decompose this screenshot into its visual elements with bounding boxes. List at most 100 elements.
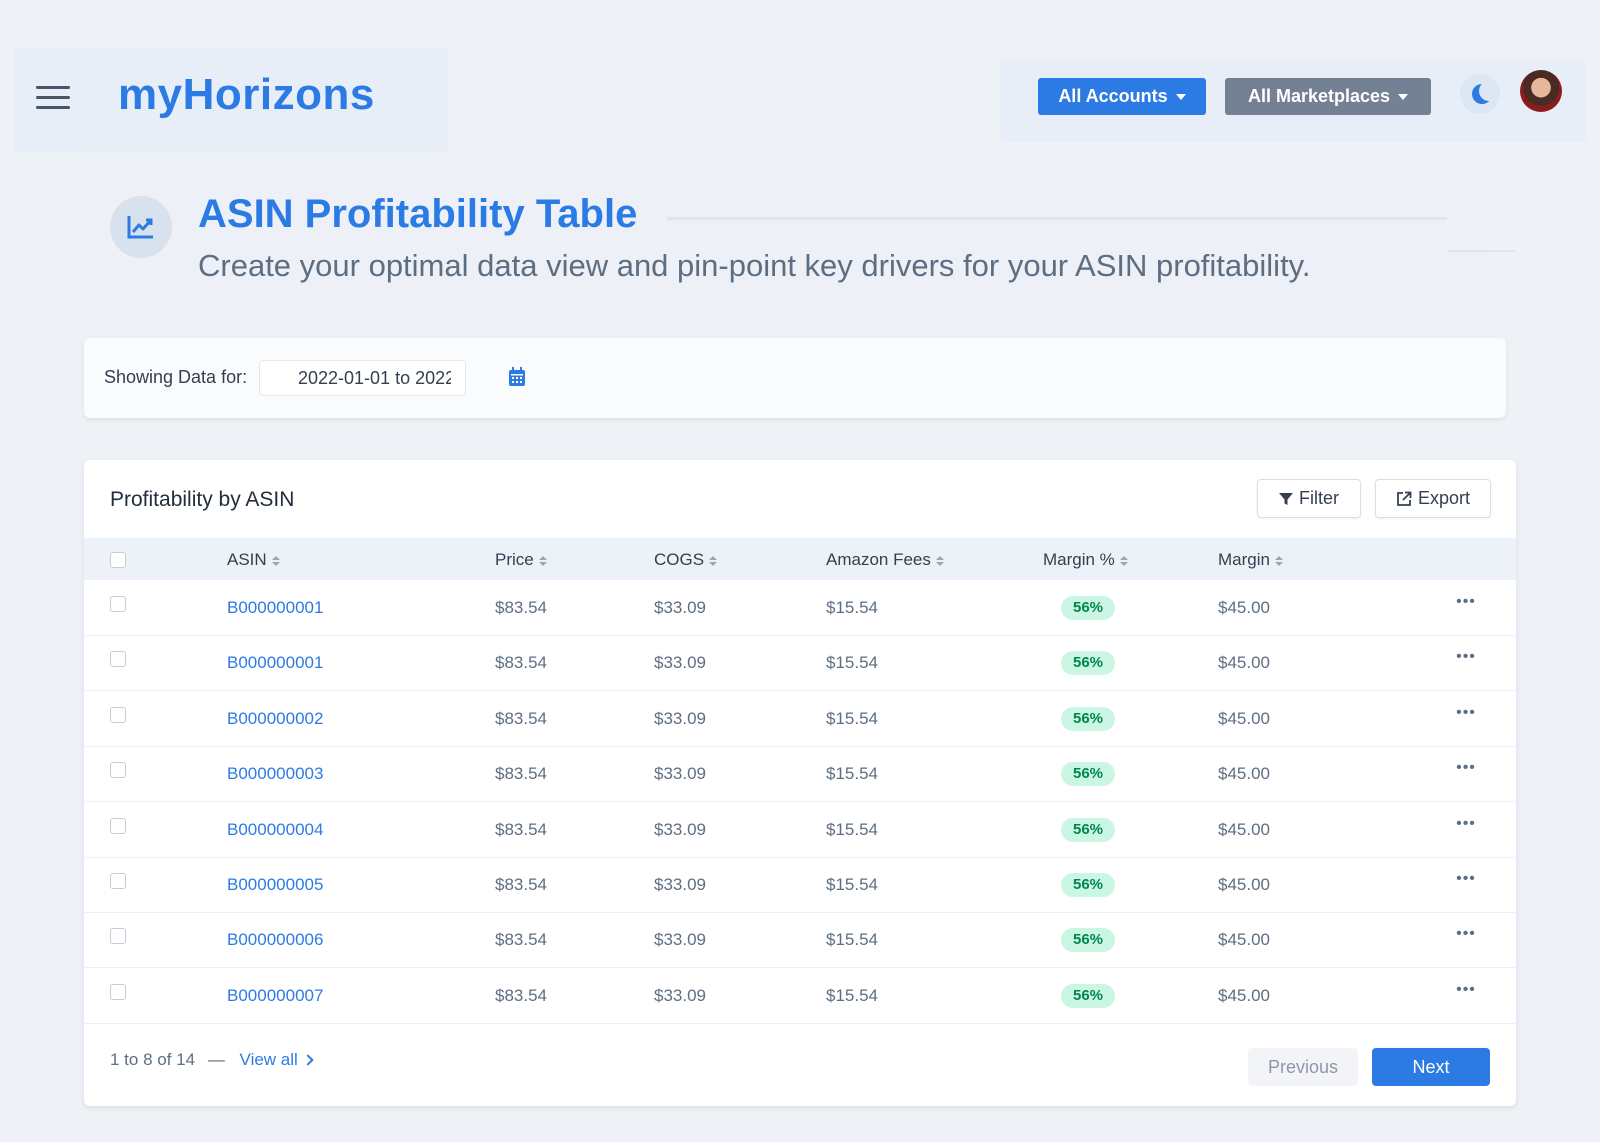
column-header-margin-pct[interactable]: Margin % bbox=[1043, 550, 1128, 570]
avatar[interactable] bbox=[1520, 70, 1562, 112]
sort-icon bbox=[271, 555, 280, 566]
cogs-cell: $33.09 bbox=[654, 930, 706, 950]
column-header-cogs[interactable]: COGS bbox=[654, 550, 718, 570]
view-all-link[interactable]: View all bbox=[239, 1050, 314, 1069]
column-header-amazon-fees[interactable]: Amazon Fees bbox=[826, 550, 944, 570]
table-row: B000000001 $83.54 $33.09 $15.54 $45.00 56% ••• bbox=[84, 580, 1516, 636]
more-options-icon[interactable]: ••• bbox=[1456, 759, 1476, 777]
table-row: B000000005 $83.54 $33.09 $15.54 $45.00 56% ••• bbox=[84, 857, 1516, 913]
table-row: B000000006 $83.54 $33.09 $15.54 $45.00 56% ••• bbox=[84, 912, 1516, 969]
cogs-cell: $33.09 bbox=[654, 653, 706, 673]
column-header-label: ASIN bbox=[227, 550, 267, 569]
calendar-icon[interactable] bbox=[508, 367, 526, 387]
previous-button[interactable]: Previous bbox=[1248, 1048, 1358, 1086]
all-marketplaces-dropdown[interactable]: All Marketplaces bbox=[1225, 78, 1431, 115]
more-options-icon[interactable]: ••• bbox=[1456, 980, 1476, 998]
more-options-icon[interactable]: ••• bbox=[1456, 593, 1476, 610]
filter-button[interactable]: Filter bbox=[1257, 479, 1361, 518]
margin-cell: $45.00 bbox=[1218, 875, 1270, 894]
margin-pct-badge: 56% bbox=[1061, 706, 1115, 731]
margin-pct-badge: 56% bbox=[1061, 817, 1115, 842]
table-row: B000000004 $83.54 $33.09 $15.54 $45.00 56% ••• bbox=[84, 802, 1516, 858]
price-cell: $83.54 bbox=[495, 598, 547, 617]
pagination-count: 1 to 8 of 14 bbox=[110, 1050, 196, 1069]
column-header-label: Margin bbox=[1218, 550, 1270, 569]
amazon-fees-cell: $15.54 bbox=[826, 598, 878, 617]
row-checkbox[interactable] bbox=[110, 983, 126, 1000]
topbar-right: All Accounts All Marketplaces bbox=[1000, 60, 1586, 142]
caret-down-icon bbox=[1175, 94, 1186, 101]
asin-link[interactable]: B000000001 bbox=[227, 598, 324, 617]
column-header-margin[interactable]: Margin bbox=[1218, 550, 1283, 570]
cogs-cell: $33.09 bbox=[654, 985, 706, 1005]
margin-cell: $45.00 bbox=[1218, 708, 1270, 728]
more-options-icon[interactable]: ••• bbox=[1456, 703, 1476, 721]
caret-down-icon bbox=[1398, 94, 1409, 101]
price-cell: $83.54 bbox=[495, 875, 547, 894]
margin-cell: $45.00 bbox=[1218, 985, 1270, 1005]
margin-cell: $45.00 bbox=[1218, 598, 1270, 617]
asin-link[interactable]: B000000007 bbox=[227, 985, 324, 1005]
row-checkbox[interactable] bbox=[110, 873, 126, 889]
more-options-icon[interactable]: ••• bbox=[1456, 648, 1476, 666]
column-header-label: Margin % bbox=[1043, 550, 1115, 569]
amazon-fees-cell: $15.54 bbox=[826, 985, 878, 1005]
column-header-label: COGS bbox=[654, 550, 705, 569]
amazon-fees-cell: $15.54 bbox=[826, 653, 878, 673]
showing-data-label: Showing Data for: bbox=[104, 367, 248, 387]
menu-icon[interactable] bbox=[36, 86, 70, 112]
asin-link[interactable]: B000000003 bbox=[227, 764, 324, 784]
sort-icon bbox=[1119, 555, 1128, 566]
date-filter-card: Showing Data for: bbox=[84, 338, 1506, 418]
margin-cell: $45.00 bbox=[1218, 764, 1270, 784]
row-checkbox[interactable] bbox=[110, 596, 126, 612]
column-header-price[interactable]: Price bbox=[495, 550, 547, 570]
row-checkbox[interactable] bbox=[110, 706, 126, 723]
topbar-left: myHorizons bbox=[14, 48, 448, 152]
select-all-checkbox[interactable] bbox=[110, 552, 126, 568]
margin-pct-badge: 56% bbox=[1061, 651, 1115, 676]
chart-line-icon bbox=[110, 196, 172, 258]
profitability-table-card: Profitability by ASIN Filter Export ASIN… bbox=[84, 460, 1516, 1106]
asin-link[interactable]: B000000001 bbox=[227, 653, 324, 673]
table-header: ASIN Price COGS Amazon Fees Margin % Mar… bbox=[84, 538, 1516, 580]
view-all-label: View all bbox=[239, 1050, 298, 1069]
table-row: B000000002 $83.54 $33.09 $15.54 $45.00 56% ••• bbox=[84, 691, 1516, 747]
row-checkbox[interactable] bbox=[110, 762, 126, 779]
asin-link[interactable]: B000000005 bbox=[227, 875, 324, 894]
chevron-right-icon bbox=[302, 1053, 314, 1066]
column-header-asin[interactable]: ASIN bbox=[227, 550, 280, 570]
cogs-cell: $33.09 bbox=[654, 708, 706, 728]
cogs-cell: $33.09 bbox=[654, 764, 706, 784]
next-button[interactable]: Next bbox=[1372, 1048, 1490, 1086]
asin-link[interactable]: B000000006 bbox=[227, 930, 324, 950]
sort-icon bbox=[1274, 555, 1283, 566]
margin-pct-badge: 56% bbox=[1061, 928, 1115, 953]
app-logo[interactable]: myHorizons bbox=[118, 70, 375, 119]
margin-cell: $45.00 bbox=[1218, 819, 1270, 839]
price-cell: $83.54 bbox=[495, 985, 547, 1005]
all-accounts-dropdown[interactable]: All Accounts bbox=[1038, 78, 1206, 115]
all-accounts-label: All Accounts bbox=[1058, 86, 1168, 106]
more-options-icon[interactable]: ••• bbox=[1456, 870, 1476, 887]
theme-toggle[interactable] bbox=[1460, 74, 1500, 114]
margin-cell: $45.00 bbox=[1218, 653, 1270, 673]
page-title: ASIN Profitability Table bbox=[198, 192, 638, 236]
asin-link[interactable]: B000000004 bbox=[227, 819, 324, 839]
date-range-input[interactable] bbox=[259, 360, 466, 396]
row-checkbox[interactable] bbox=[110, 651, 126, 668]
page-header bbox=[76, 156, 1486, 306]
export-button[interactable]: Export bbox=[1375, 479, 1491, 518]
row-checkbox[interactable] bbox=[110, 928, 126, 945]
column-header-label: Price bbox=[495, 550, 534, 569]
margin-pct-badge: 56% bbox=[1061, 762, 1115, 787]
asin-link[interactable]: B000000002 bbox=[227, 708, 324, 728]
page-subtitle: Create your optimal data view and pin-po… bbox=[198, 248, 1311, 283]
more-options-icon[interactable]: ••• bbox=[1456, 814, 1476, 832]
row-checkbox[interactable] bbox=[110, 817, 126, 834]
more-options-icon[interactable]: ••• bbox=[1456, 925, 1476, 943]
margin-cell: $45.00 bbox=[1218, 930, 1270, 950]
amazon-fees-cell: $15.54 bbox=[826, 930, 878, 950]
filter-label: Filter bbox=[1299, 488, 1339, 508]
sort-icon bbox=[709, 555, 718, 566]
